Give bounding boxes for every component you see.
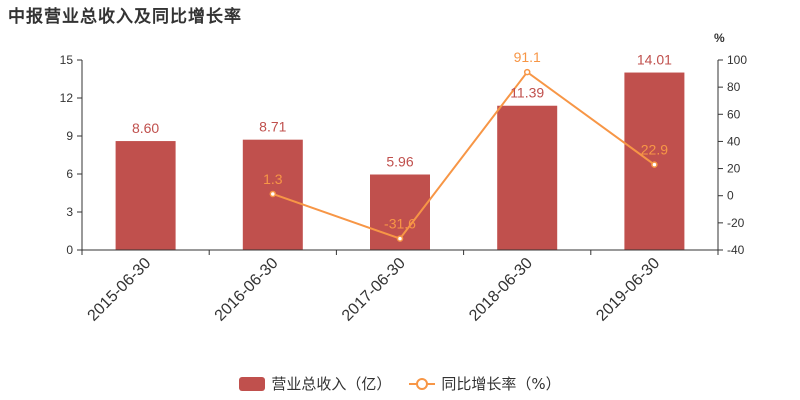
y-right-tick-label: 0	[727, 189, 734, 203]
y-right-tick-label: -40	[727, 243, 745, 257]
growth-line	[272, 70, 655, 240]
y-left-tick-label: 0	[66, 243, 73, 257]
x-tick-label: 2018-06-30	[466, 255, 536, 325]
chart-canvas: 0 3 6 9 12 15 -40 -20 0 20 40 60 80 100% 2015-06-30 201…	[60, 31, 748, 325]
legend-item-growth[interactable]: 同比增长率（%）	[409, 373, 561, 394]
bar-2018-06-30	[497, 105, 558, 250]
growth-value-label: 1.3	[263, 171, 283, 187]
y-right-tick-label: 20	[727, 162, 741, 176]
y-right-tick-label: -20	[727, 216, 745, 230]
legend-item-revenue[interactable]: 营业总收入（亿）	[239, 373, 391, 394]
legend-label-growth: 同比增长率（%）	[441, 375, 561, 393]
bar-value-label: 11.39	[510, 85, 544, 101]
x-tick-label: 2016-06-30	[212, 255, 282, 325]
growth-point-2018-06-30	[523, 68, 531, 76]
legend-line-swatch	[409, 377, 436, 391]
growth-point-2017-06-30	[396, 235, 404, 242]
growth-value-label: 91.1	[514, 49, 541, 65]
legend-label-revenue: 营业总收入（亿）	[271, 375, 392, 393]
growth-point-2016-06-30	[269, 190, 277, 198]
y-right-tick-label: 60	[727, 107, 741, 121]
growth-value-label: -31.6	[384, 216, 416, 232]
y-left-tick-label: 9	[66, 129, 73, 143]
chart-legend: 营业总收入（亿） 同比增长率（%）	[0, 373, 800, 394]
bar-value-label: 8.60	[132, 120, 159, 136]
y-right-tick-label: 40	[727, 134, 741, 148]
bar-2015-06-30	[115, 141, 176, 250]
bar-value-label: 5.96	[386, 154, 413, 170]
y-right-unit: %	[714, 31, 725, 45]
growth-point-2019-06-30	[651, 161, 658, 168]
y-left-tick-label: 6	[66, 167, 73, 181]
y-left-tick-label: 15	[60, 53, 74, 67]
y-right-tick-label: 100	[727, 53, 747, 67]
x-tick-label: 2017-06-30	[339, 255, 409, 325]
y-left-tick-label: 12	[60, 91, 74, 105]
bar-value-label: 8.71	[259, 119, 286, 135]
bar-value-label: 14.01	[637, 52, 672, 68]
x-tick-label: 2019-06-30	[593, 255, 663, 325]
growth-value-label: 22.9	[641, 142, 668, 158]
bar-2019-06-30	[624, 72, 685, 250]
legend-bar-swatch	[239, 376, 266, 391]
y-right-tick-label: 80	[727, 80, 741, 94]
chart-title: 中报营业总收入及同比增长率	[8, 7, 242, 27]
y-left-tick-label: 3	[66, 205, 73, 219]
x-tick-label: 2015-06-30	[85, 255, 155, 325]
